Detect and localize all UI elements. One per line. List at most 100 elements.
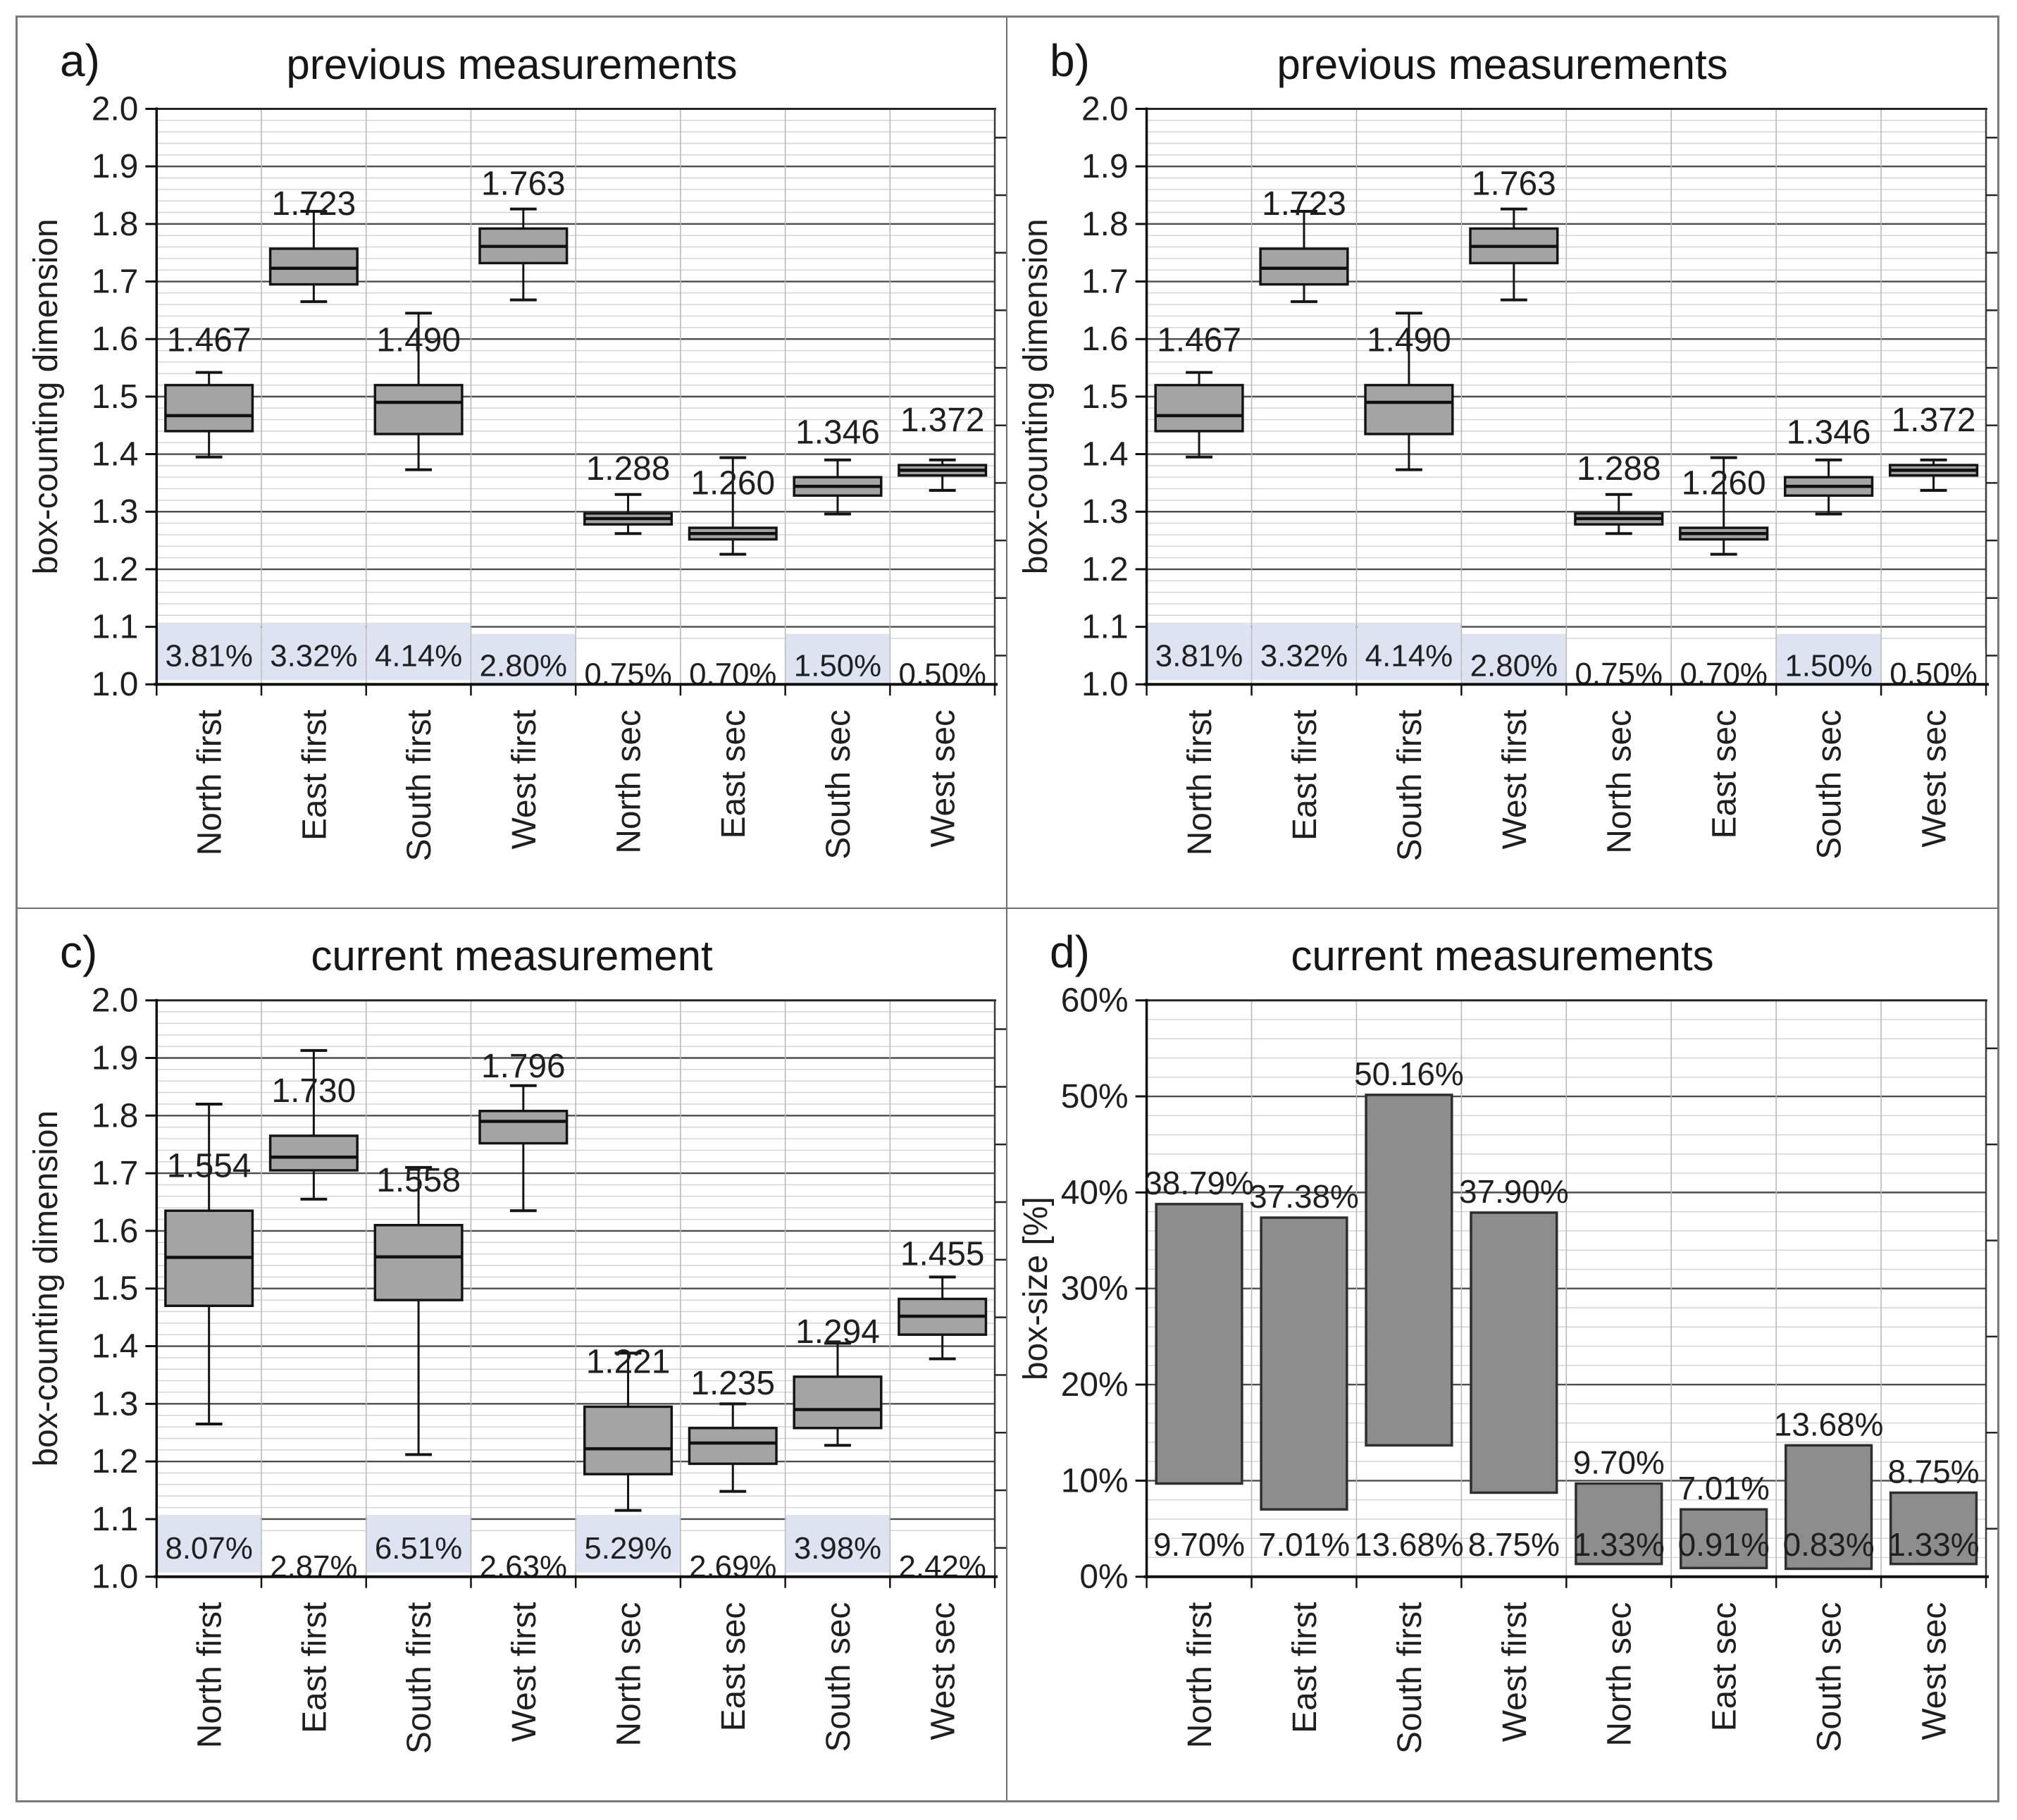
percent-label: 2.42% — [899, 1549, 986, 1584]
percent-label: 2.80% — [1470, 648, 1558, 683]
percent-label: 2.87% — [270, 1549, 357, 1584]
floating-bar — [1470, 1211, 1558, 1494]
mean-value-label: 1.294 — [795, 1313, 880, 1351]
category-gridlines — [1250, 109, 1882, 685]
y-tick-label: 0% — [1079, 1559, 1128, 1596]
box-whisker: 1.763 — [1469, 166, 1559, 302]
category-label: East first — [296, 710, 333, 841]
y-tick-label: 1.8 — [92, 206, 138, 243]
mean-value-label: 1.467 — [167, 322, 252, 359]
bar-labels: 38.79% 9.70% 37.38% 7.01% 50.16% 13.68% 37.90%… — [1144, 1056, 1979, 1563]
y-tick-label: 1.1 — [92, 609, 138, 646]
bar-top-label: 13.68% — [1774, 1406, 1884, 1442]
mean-value-label: 1.288 — [586, 450, 671, 488]
percent-label: 3.98% — [794, 1531, 881, 1566]
percent-label: 0.50% — [1889, 657, 1977, 691]
mean-value-label: 1.288 — [1577, 450, 1661, 488]
bar-top-label: 7.01% — [1678, 1470, 1770, 1506]
category-label: East first — [1286, 710, 1324, 841]
y-tick-label: 1.4 — [92, 435, 138, 473]
y-tick-label: 40% — [1061, 1174, 1129, 1211]
y-tick-label: 30% — [1061, 1270, 1129, 1308]
mean-value-label: 1.723 — [1262, 185, 1346, 223]
panel-d: 38.79% 9.70% 37.38% 7.01% 50.16% 13.68% 37.90%… — [1007, 909, 1997, 1800]
y-tick-label: 1.1 — [1081, 609, 1129, 646]
figure: 3.81% 3.32% 4.14% 2.80% 0.75% 0.70% 1.50% 0.50%… — [15, 16, 1999, 1802]
percent-label-bg — [786, 633, 890, 685]
percent-label-bg — [1567, 649, 1671, 688]
panel-c-title: current measurement — [311, 932, 713, 979]
y-tick-label: 1.7 — [92, 1155, 138, 1192]
y-tick-label: 1.2 — [92, 1443, 138, 1480]
percent-label: 8.07% — [166, 1531, 253, 1566]
category-label: West first — [1496, 710, 1534, 849]
box-whisker: 1.288 — [1574, 450, 1664, 536]
y-tick-labels: 1.0 1.1 1.2 1.3 1.4 1.5 1.6 1.7 1.8 1.9 2.0 — [1081, 90, 1147, 703]
y-tick-label: 60% — [1061, 982, 1129, 1020]
box-whisker: 1.288 — [583, 450, 674, 536]
percent-label-bg — [1777, 633, 1881, 685]
box-whisker: 1.260 — [688, 456, 778, 556]
mean-value-label: 1.372 — [900, 402, 985, 439]
category-labels: North first East first South first West fir… — [192, 1602, 962, 1754]
y-tick-label: 1.9 — [92, 1039, 138, 1077]
percent-label: 2.63% — [480, 1549, 567, 1584]
percent-label: 4.14% — [375, 638, 462, 673]
percent-label: 0.50% — [899, 657, 986, 691]
category-label: West first — [506, 710, 543, 849]
mean-value-label: 1.346 — [1787, 414, 1871, 451]
percent-label-bg — [262, 622, 366, 681]
box-whisker: 1.730 — [268, 1048, 359, 1201]
bar-bottom-label: 8.75% — [1468, 1526, 1560, 1563]
y-tick-label: 20% — [1061, 1366, 1129, 1404]
percent-label: 3.81% — [166, 638, 253, 673]
bar-top-label: 37.90% — [1459, 1173, 1569, 1210]
mean-value-label: 1.260 — [1682, 464, 1766, 502]
mean-value-label: 1.235 — [690, 1365, 775, 1402]
mean-value-label: 1.796 — [481, 1048, 566, 1085]
panel-d-title: current measurements — [1291, 932, 1714, 979]
y-axis-title: box-counting dimension — [1017, 218, 1055, 574]
category-label: North sec — [611, 1602, 648, 1747]
y-tick-label: 1.6 — [92, 321, 138, 358]
category-label: East sec — [715, 1602, 752, 1732]
y-tick-label: 1.0 — [1081, 666, 1129, 703]
floating-bar — [1785, 1444, 1873, 1571]
y-tick-label: 1.5 — [92, 1270, 138, 1308]
percent-label: 0.75% — [1575, 657, 1663, 691]
panel-c-chart: 8.07% 2.87% 6.51% 2.63% 5.29% 2.69% 3.98% 2.42%… — [27, 982, 1006, 1754]
percent-label: 1.50% — [794, 648, 881, 683]
floating-bar — [1365, 1094, 1453, 1447]
category-label: South first — [401, 1602, 438, 1754]
box-whisker: 1.346 — [1784, 414, 1874, 516]
box-whisker: 1.796 — [478, 1048, 569, 1213]
category-label: North sec — [610, 710, 647, 854]
category-gridlines — [261, 109, 891, 685]
percent-label-bg — [262, 1541, 366, 1580]
y-axis-title: box-size [%] — [1017, 1196, 1055, 1380]
category-label: South first — [1391, 710, 1429, 861]
mean-value-label: 1.490 — [376, 322, 461, 359]
y-tick-label: 1.0 — [92, 1559, 138, 1596]
category-gridlines — [261, 1000, 891, 1577]
box-whisker: 1.554 — [164, 1102, 254, 1425]
category-label: South sec — [820, 1602, 857, 1752]
percent-label-bg — [681, 649, 785, 688]
y-tick-label: 1.2 — [1081, 551, 1129, 588]
percent-label-bg — [1462, 633, 1566, 685]
percent-label: 2.69% — [689, 1549, 776, 1584]
y-tick-label: 1.2 — [92, 551, 138, 588]
y-tick-labels: 1.0 1.1 1.2 1.3 1.4 1.5 1.6 1.7 1.8 1.9 2.0 — [92, 982, 157, 1596]
box-whisker: 1.490 — [1364, 311, 1454, 471]
y-tick-labels: 0% 10% 20% 30% 40% 50% 60% — [1061, 982, 1147, 1596]
category-label: East sec — [1706, 710, 1744, 838]
y-tick-label: 1.6 — [92, 1213, 138, 1250]
y-tick-label: 1.0 — [92, 666, 138, 703]
boxplot-series: 1.467 1.723 1.490 1.763 1.288 1.260 1.346 1.372 — [1154, 166, 1979, 556]
y-tick-label: 10% — [1061, 1462, 1129, 1499]
box-whisker: 1.372 — [898, 402, 988, 492]
y-tick-label: 1.4 — [1081, 436, 1129, 473]
floating-bar — [1680, 1508, 1768, 1570]
category-label: South sec — [820, 710, 857, 860]
category-label: East sec — [1706, 1602, 1744, 1732]
